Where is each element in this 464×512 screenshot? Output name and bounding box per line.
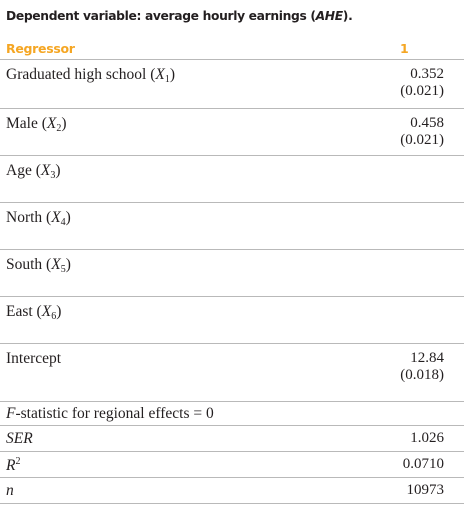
table-row-r2: R2 0.0710: [0, 452, 464, 478]
fstat-label: F-statistic for regional effects = 0: [6, 405, 214, 422]
header-column-1: 1: [400, 41, 409, 56]
table-caption: Dependent variable: average hourly earni…: [6, 9, 353, 23]
n-value: 10973: [406, 482, 445, 498]
r2-value: 0.0710: [402, 456, 444, 472]
regression-table: Regressor 1 Graduated high school (X1) 0…: [0, 35, 464, 504]
row-value: 0.458 (0.021): [364, 115, 444, 149]
row-value: 12.84 (0.018): [364, 350, 444, 384]
row-label: North (X4): [6, 209, 71, 228]
row-label: East (X6): [6, 303, 62, 322]
coefficient: 0.458: [410, 115, 444, 131]
caption-suffix: ).: [342, 9, 353, 23]
standard-error: (0.021): [400, 83, 444, 99]
table-row: North (X4): [0, 203, 464, 250]
row-label: Age (X3): [6, 162, 61, 181]
caption-text: Dependent variable: average hourly earni…: [6, 9, 316, 23]
table-row: East (X6): [0, 297, 464, 344]
table-row: Male (X2) 0.458 (0.021): [0, 109, 464, 156]
coefficient: 0.352: [410, 66, 444, 82]
standard-error: (0.018): [400, 367, 444, 383]
ser-label: SER: [6, 430, 33, 447]
table-row: South (X5): [0, 250, 464, 297]
table-row: Intercept 12.84 (0.018): [0, 344, 464, 402]
n-label: n: [6, 482, 14, 499]
row-value: 0.352 (0.021): [364, 66, 444, 100]
standard-error: (0.021): [400, 132, 444, 148]
table-row-ser: SER 1.026: [0, 426, 464, 452]
header-regressor: Regressor: [6, 41, 75, 56]
row-label: Male (X2): [6, 115, 67, 134]
row-label: Graduated high school (X1): [6, 66, 176, 85]
table-row-fstat: F-statistic for regional effects = 0: [0, 402, 464, 426]
table-header: Regressor 1: [0, 35, 464, 60]
coefficient: 12.84: [410, 350, 444, 366]
row-label: South (X5): [6, 256, 71, 275]
ser-value: 1.026: [410, 430, 444, 446]
table-row: Age (X3): [0, 156, 464, 203]
row-label: Intercept: [6, 350, 62, 367]
caption-abbrev: AHE: [315, 9, 344, 23]
table-row-n: n 10973: [0, 478, 464, 504]
table-row: Graduated high school (X1) 0.352 (0.021): [0, 60, 464, 109]
r2-label: R2: [6, 456, 21, 474]
